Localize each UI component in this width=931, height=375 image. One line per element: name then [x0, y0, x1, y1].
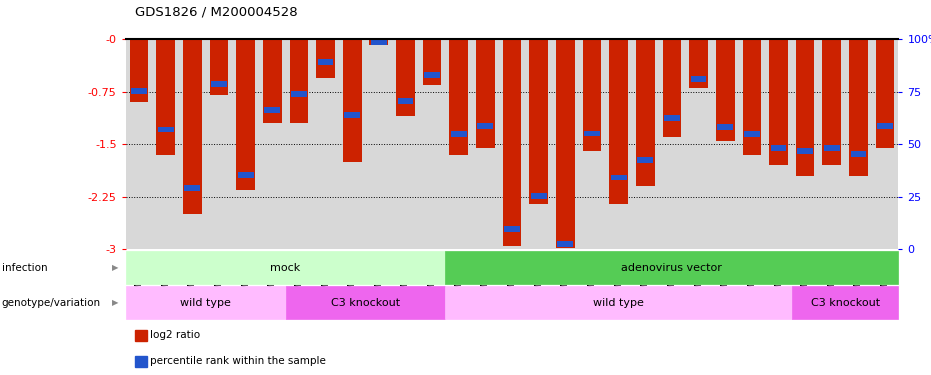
Bar — [425, 72, 440, 78]
Text: C3 knockout: C3 knockout — [331, 298, 400, 307]
Bar — [503, 39, 521, 246]
Bar — [290, 39, 308, 123]
Bar — [584, 130, 600, 136]
Bar — [743, 39, 762, 155]
Bar — [398, 98, 413, 104]
Bar — [769, 39, 788, 165]
Bar — [371, 40, 386, 45]
Text: wild type: wild type — [181, 298, 231, 307]
Bar — [157, 126, 173, 132]
Bar — [636, 39, 654, 186]
Bar — [236, 39, 255, 190]
Bar — [156, 39, 175, 155]
Bar — [609, 39, 627, 204]
Bar — [849, 39, 868, 176]
Bar — [797, 148, 813, 154]
Text: GDS1826 / M200004528: GDS1826 / M200004528 — [135, 6, 298, 19]
Bar — [877, 123, 893, 129]
Bar — [851, 151, 867, 157]
Bar — [184, 185, 200, 191]
Text: wild type: wild type — [593, 298, 644, 307]
Text: percentile rank within the sample: percentile rank within the sample — [150, 357, 326, 366]
Bar — [530, 39, 548, 204]
Bar — [478, 123, 493, 129]
Bar — [343, 39, 361, 162]
Text: log2 ratio: log2 ratio — [150, 330, 200, 340]
Bar — [209, 39, 228, 95]
Bar — [344, 112, 360, 118]
Bar — [663, 39, 681, 137]
Bar — [291, 91, 307, 97]
Bar — [717, 124, 733, 130]
Bar — [211, 81, 227, 87]
Bar — [638, 157, 654, 163]
Bar — [131, 88, 147, 94]
Bar — [423, 39, 441, 85]
Bar — [451, 131, 466, 137]
Bar — [237, 172, 253, 178]
Bar — [531, 193, 546, 199]
Text: adenovirus vector: adenovirus vector — [622, 263, 722, 273]
Bar — [183, 39, 202, 214]
Bar — [689, 39, 708, 88]
Bar — [476, 39, 494, 148]
Bar — [558, 241, 573, 247]
Bar — [716, 39, 735, 141]
Bar — [744, 131, 760, 137]
Text: ▶: ▶ — [112, 298, 118, 307]
Text: mock: mock — [270, 263, 301, 273]
Bar — [450, 39, 468, 155]
Bar — [396, 39, 415, 116]
Bar — [771, 145, 787, 151]
Bar — [822, 39, 841, 165]
Bar — [317, 39, 335, 78]
Bar — [876, 39, 895, 148]
Bar — [664, 115, 680, 121]
Bar — [129, 39, 148, 102]
Text: infection: infection — [2, 263, 47, 273]
Bar — [264, 107, 280, 113]
Bar — [317, 59, 333, 64]
Bar — [691, 76, 707, 81]
Text: C3 knockout: C3 knockout — [811, 298, 880, 307]
Text: ▶: ▶ — [112, 263, 118, 272]
Bar — [504, 226, 520, 232]
Bar — [556, 39, 574, 248]
Bar — [583, 39, 601, 152]
Text: genotype/variation: genotype/variation — [2, 298, 101, 307]
Bar — [611, 175, 627, 180]
Bar — [796, 39, 815, 176]
Bar — [824, 145, 840, 151]
Bar — [370, 39, 388, 45]
Bar — [263, 39, 281, 123]
